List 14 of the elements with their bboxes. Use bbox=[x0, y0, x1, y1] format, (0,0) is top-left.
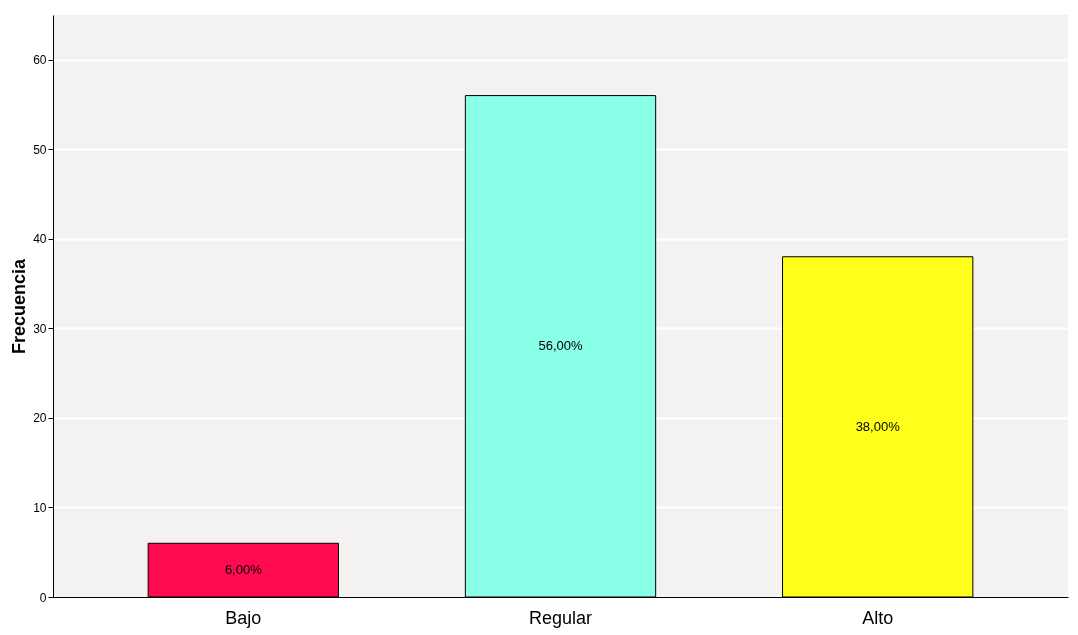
data-label: 6,00% bbox=[224, 562, 263, 578]
y-tick-label: 10 bbox=[33, 500, 47, 515]
x-tick-label: Alto bbox=[862, 607, 894, 628]
y-tick-label: 50 bbox=[33, 142, 47, 157]
y-tick-label: 20 bbox=[33, 411, 47, 426]
y-tick-label: 30 bbox=[33, 321, 47, 336]
data-label: 38,00% bbox=[855, 418, 901, 434]
data-label: 56,00% bbox=[538, 338, 583, 354]
x-tick-label: Bajo bbox=[225, 607, 262, 628]
y-axis-title: Frecuencia bbox=[9, 257, 30, 355]
y-tick-label: 0 bbox=[39, 590, 47, 605]
y-tick-label: 60 bbox=[33, 53, 47, 68]
x-tick-label: Regular bbox=[528, 607, 593, 628]
y-tick-label: 40 bbox=[33, 232, 47, 247]
